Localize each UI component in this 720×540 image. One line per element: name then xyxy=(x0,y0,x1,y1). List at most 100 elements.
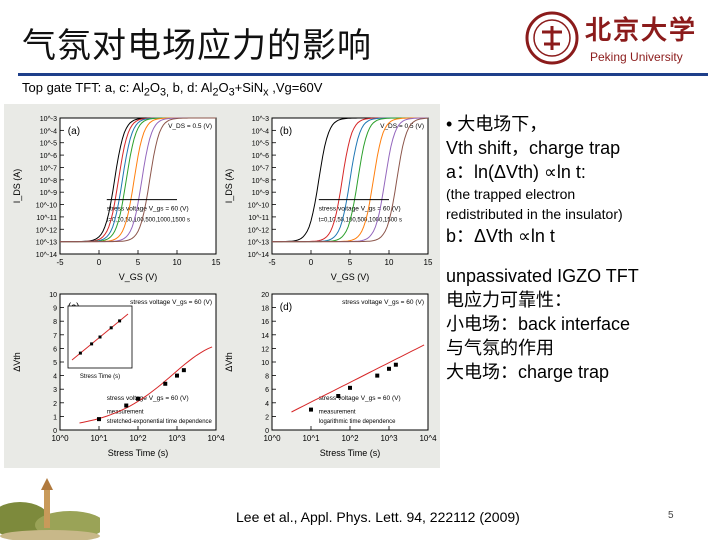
data-point xyxy=(393,362,398,367)
bullet-b-relation: b：ΔVth ∝ln t xyxy=(446,226,555,246)
legend-text: stress voltage V_gs = 60 (V) xyxy=(319,205,401,212)
y-tick-label: 6 xyxy=(53,346,57,353)
y-tick-label: 7 xyxy=(53,333,57,340)
panel-label: (d) xyxy=(280,302,292,313)
x-tick-label: 10 xyxy=(173,258,182,267)
plot-frame xyxy=(271,293,429,431)
legend-text: measurement xyxy=(107,410,144,416)
y-tick-label: 10^-4 xyxy=(40,128,57,135)
y-tick-label: 8 xyxy=(53,319,57,326)
bullet-trapped-electron: (the trapped electron xyxy=(446,186,576,202)
y-tick-label: 12 xyxy=(261,346,269,353)
y-tick-label: 10^-5 xyxy=(252,141,269,148)
data-point xyxy=(163,381,168,386)
x-tick-label: 0 xyxy=(309,258,314,267)
y-tick-label: 10^-6 xyxy=(252,153,269,160)
x-tick-label: 10^3 xyxy=(168,434,186,443)
y-axis-label: ΔVth xyxy=(12,352,22,372)
data-point xyxy=(375,373,380,378)
legend-text: stress voltage V_gs = 60 (V) xyxy=(319,395,401,402)
legend-text: stress voltage V_gs = 60 (V) xyxy=(107,395,189,402)
y-tick-label: 16 xyxy=(261,319,269,326)
bullet-charge-trap: 大电场：charge trap xyxy=(446,362,610,382)
data-point xyxy=(97,417,101,422)
x-tick-label: 15 xyxy=(212,258,221,267)
y-tick-label: 10^-10 xyxy=(248,203,269,210)
bullet-vth-shift: Vth shift，charge trap xyxy=(446,138,621,158)
bullet-unpassivated: unpassivated IGZO TFT xyxy=(446,266,639,286)
x-tick-label: 10^1 xyxy=(302,434,320,443)
y-tick-label: 4 xyxy=(53,374,57,381)
page-number: 5 xyxy=(668,510,674,521)
bullet-redistributed: redistributed in the insulator) xyxy=(446,206,623,222)
y-tick-label: 1 xyxy=(53,414,57,421)
y-tick-label: 10^-14 xyxy=(36,252,57,259)
y-tick-label: 10^-12 xyxy=(36,227,57,234)
slide-subtitle: Top gate TFT: a, c: Al2O3, b, d: Al2O3+S… xyxy=(22,80,323,99)
y-tick-label: 10^-10 xyxy=(36,203,57,210)
bullet-list: • 大电场下， Vth shift，charge trap a：ln(ΔVth)… xyxy=(446,112,716,384)
y-tick-label: 3 xyxy=(53,387,57,394)
y-tick-label: 10^-3 xyxy=(252,116,269,123)
y-tick-label: 10^-6 xyxy=(40,153,57,160)
legend-text: V_DS = 0.5 (V) xyxy=(168,123,212,130)
y-tick-label: 2 xyxy=(53,401,57,408)
legend-text: t=0,10,50,100,500,1000,1500 s xyxy=(107,217,190,223)
inset-data-point xyxy=(109,326,113,330)
data-point xyxy=(387,366,391,371)
legend-text: stress voltage V_gs = 60 (V) xyxy=(130,299,212,306)
x-tick-label: 10^0 xyxy=(51,434,69,443)
y-tick-label: 10^-8 xyxy=(40,178,57,185)
y-tick-label: 10^-9 xyxy=(40,190,57,197)
y-tick-label: 10^-9 xyxy=(252,190,269,197)
y-tick-label: 2 xyxy=(265,414,269,421)
y-tick-label: 8 xyxy=(265,374,269,381)
y-tick-label: 10^-5 xyxy=(40,141,57,148)
x-tick-label: 5 xyxy=(136,258,141,267)
y-tick-label: 14 xyxy=(261,333,269,340)
data-point xyxy=(124,403,129,408)
y-tick-label: 18 xyxy=(261,306,269,313)
campus-pagoda-photo xyxy=(0,470,100,540)
legend-text: logarithmic time dependence xyxy=(319,419,396,425)
x-tick-label: 5 xyxy=(348,258,353,267)
legend-text: V_DS = 0.5 (V) xyxy=(380,123,424,130)
data-point xyxy=(181,368,186,373)
x-tick-label: 10^4 xyxy=(207,434,225,443)
y-tick-label: 10^-8 xyxy=(252,178,269,185)
legend-text: measurement xyxy=(319,410,356,416)
bullet-a-relation: a：ln(ΔVth) ∝ln t: xyxy=(446,162,586,182)
transfer-curve-t=1500 xyxy=(60,117,216,243)
x-tick-label: 10^2 xyxy=(129,434,147,443)
legend-text: stretched-exponential time dependence xyxy=(107,419,213,425)
legend-text: stress voltage V_gs = 60 (V) xyxy=(342,299,424,306)
data-point xyxy=(336,394,341,398)
fit-line xyxy=(79,346,213,424)
x-tick-label: 15 xyxy=(424,258,433,267)
x-axis-label: V_GS (V) xyxy=(331,272,370,282)
y-tick-label: 5 xyxy=(53,360,57,367)
data-point xyxy=(348,385,352,390)
page-title: 气氛对电场应力的影响 xyxy=(22,26,372,66)
x-axis-label: V_GS (V) xyxy=(119,272,158,282)
y-axis-label: I_DS (A) xyxy=(224,169,234,204)
fit-line xyxy=(291,344,425,413)
y-tick-label: 10^-3 xyxy=(40,116,57,123)
y-tick-label: 10^-13 xyxy=(248,240,269,247)
university-english-name: Peking University xyxy=(590,50,683,64)
inset-data-point xyxy=(90,342,94,346)
y-axis-label: I_DS (A) xyxy=(12,169,22,204)
x-tick-label: 0 xyxy=(97,258,102,267)
y-tick-label: 10^-11 xyxy=(36,215,57,222)
data-point xyxy=(309,407,313,412)
y-tick-label: 10^-13 xyxy=(36,240,57,247)
y-tick-label: 10^-4 xyxy=(252,128,269,135)
x-axis-label: Stress Time (s) xyxy=(108,448,169,458)
data-point xyxy=(175,373,179,378)
x-tick-label: 10^0 xyxy=(263,434,281,443)
panel-label: (b) xyxy=(280,126,292,137)
y-tick-label: 20 xyxy=(261,292,269,299)
x-tick-label: 10 xyxy=(385,258,394,267)
inset-data-point xyxy=(98,335,102,339)
x-tick-label: 10^4 xyxy=(419,434,437,443)
